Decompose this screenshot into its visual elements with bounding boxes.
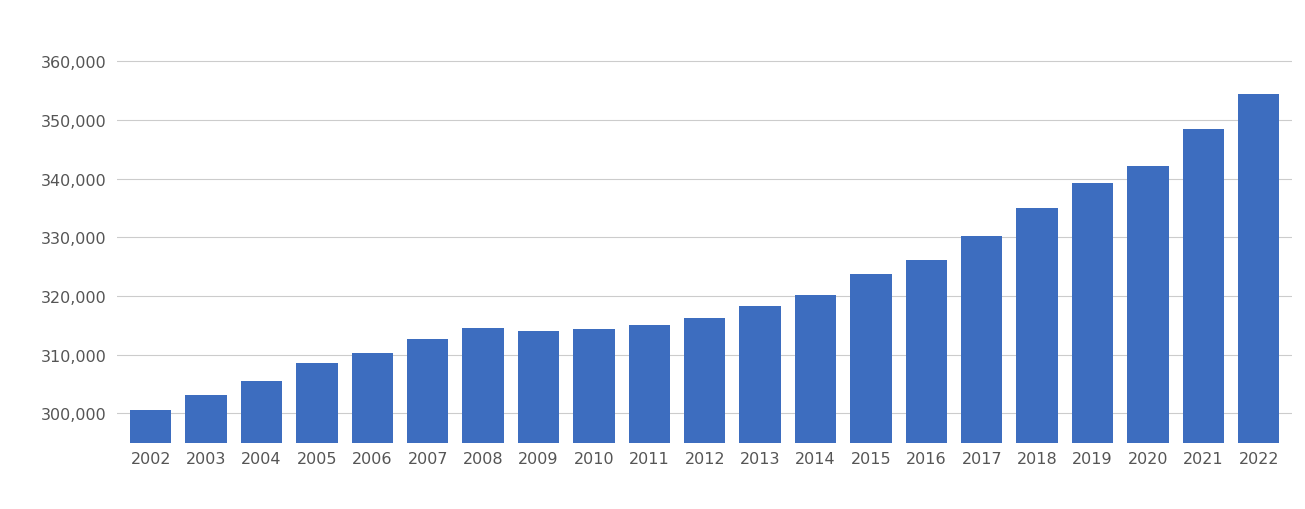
Bar [407, 339, 449, 509]
Bar [462, 329, 504, 509]
Bar [960, 237, 1002, 509]
Bar [740, 306, 780, 509]
Bar [1238, 94, 1279, 509]
Bar [130, 410, 171, 509]
Bar [850, 275, 891, 509]
Bar [240, 381, 282, 509]
Bar [185, 395, 227, 509]
Bar [906, 260, 947, 509]
Bar [629, 325, 669, 509]
Bar [296, 364, 338, 509]
Bar [351, 354, 393, 509]
Bar [795, 296, 837, 509]
Bar [573, 329, 615, 509]
Bar [518, 331, 560, 509]
Bar [1071, 184, 1113, 509]
Bar [1128, 167, 1169, 509]
Bar [1182, 129, 1224, 509]
Bar [1017, 209, 1058, 509]
Bar [684, 319, 726, 509]
